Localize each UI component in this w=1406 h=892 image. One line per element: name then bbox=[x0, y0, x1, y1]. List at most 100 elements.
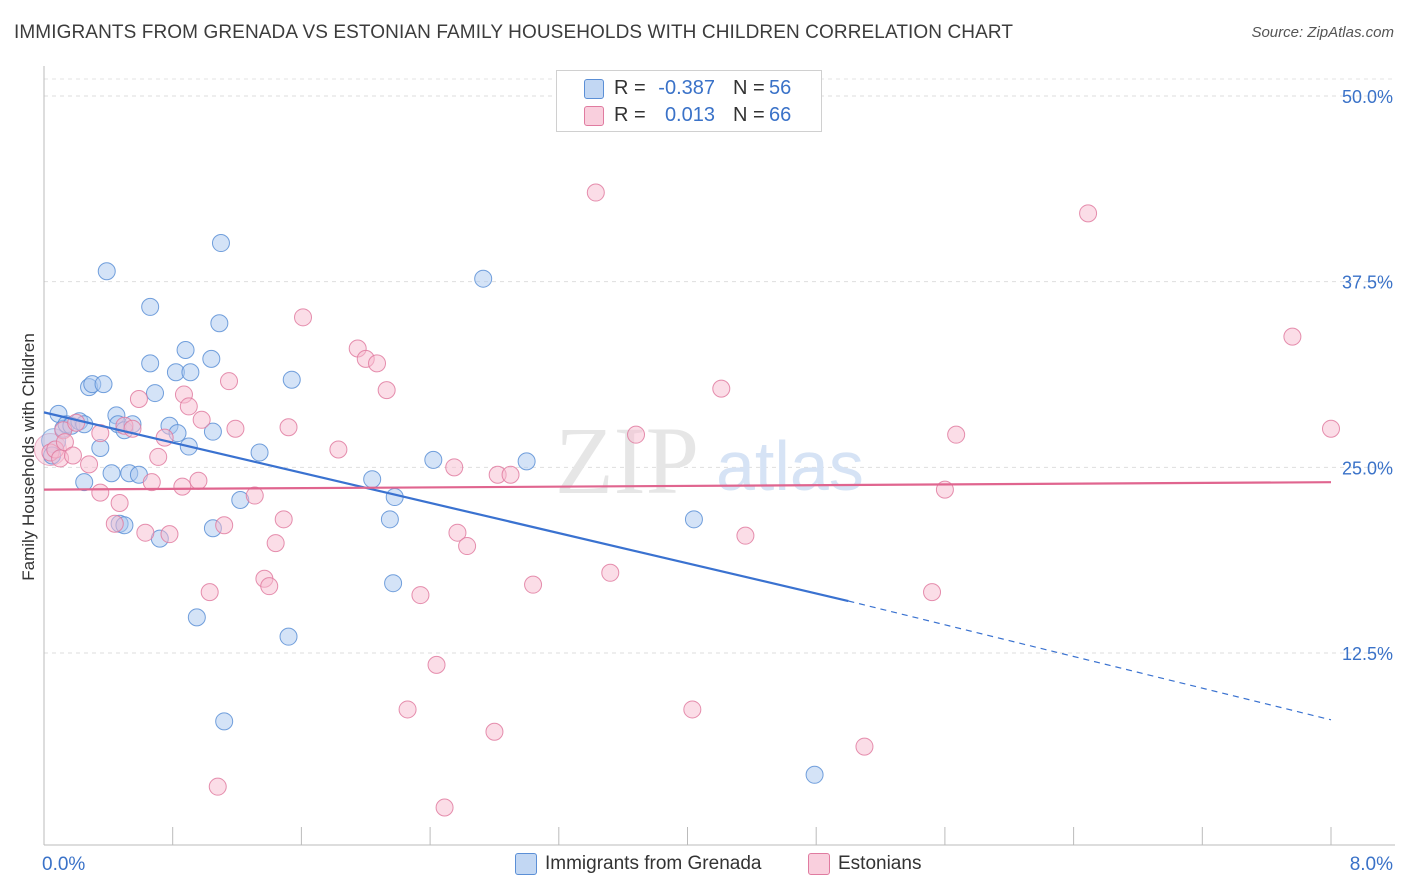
estonians-point bbox=[192, 410, 211, 429]
grenada-point bbox=[203, 422, 222, 441]
bottom-legend-label-estonians: Estonians bbox=[838, 853, 922, 874]
legend-n-value: 66 bbox=[769, 104, 792, 126]
source-label: Source: ZipAtlas.com bbox=[1251, 24, 1394, 41]
grenada-point bbox=[805, 765, 824, 784]
y-tick-label: 12.5% bbox=[1342, 644, 1393, 664]
trend-line bbox=[43, 411, 849, 603]
axes bbox=[43, 66, 1395, 846]
estonians-point bbox=[377, 381, 396, 400]
estonians-point bbox=[189, 471, 208, 490]
estonians-point bbox=[200, 583, 219, 602]
trend-line bbox=[43, 481, 1332, 491]
estonians-point bbox=[435, 798, 454, 817]
estonians-point bbox=[501, 465, 520, 484]
grid-lines bbox=[44, 78, 1395, 654]
grenada-point bbox=[363, 470, 382, 489]
bottom-legend-swatch-estonians bbox=[808, 853, 830, 875]
legend-r-label: R = bbox=[614, 77, 646, 99]
estonians-point bbox=[1322, 419, 1340, 438]
estonians-point bbox=[226, 419, 245, 438]
estonians-point bbox=[923, 583, 942, 602]
legend-r-value: 0.013 bbox=[664, 104, 715, 126]
estonians-point bbox=[80, 455, 99, 474]
estonians-point bbox=[294, 308, 313, 327]
watermark-atlas: atlas bbox=[716, 427, 864, 505]
estonians-point bbox=[627, 425, 646, 444]
legend-r-label: R = bbox=[614, 104, 646, 126]
trend-lines bbox=[43, 411, 1332, 721]
estonians-point bbox=[279, 418, 298, 437]
estonians-point bbox=[601, 563, 620, 582]
y-tick-label: 25.0% bbox=[1342, 458, 1393, 478]
legend-swatch-grenada bbox=[584, 79, 604, 99]
y-tick-label: 37.5% bbox=[1342, 273, 1393, 293]
estonians-point bbox=[129, 390, 148, 409]
data-points bbox=[33, 183, 1340, 817]
watermark: ZIP atlas bbox=[555, 407, 864, 514]
estonians-point bbox=[91, 483, 110, 502]
estonians-point bbox=[458, 537, 477, 556]
estonians-point bbox=[274, 510, 293, 529]
watermark-zip: ZIP bbox=[555, 407, 699, 514]
estonians-point bbox=[368, 354, 387, 373]
x-tick-label-right: 8.0% bbox=[1350, 854, 1393, 875]
y-axis-label: Family Households with Children bbox=[19, 333, 38, 581]
estonians-point bbox=[524, 575, 543, 594]
estonians-point bbox=[736, 526, 755, 545]
trend-line-extension bbox=[848, 600, 1332, 721]
grenada-point bbox=[380, 510, 399, 529]
estonians-point bbox=[208, 777, 227, 796]
estonians-point bbox=[149, 447, 168, 466]
grenada-point bbox=[146, 384, 165, 403]
x-tick-label-left: 0.0% bbox=[42, 854, 85, 875]
grenada-point bbox=[176, 340, 195, 359]
estonians-point bbox=[215, 516, 234, 535]
bottom-legend-label-grenada: Immigrants from Grenada bbox=[545, 853, 762, 874]
estonians-point bbox=[63, 446, 82, 465]
grenada-point bbox=[187, 608, 206, 627]
grenada-point bbox=[424, 450, 443, 469]
estonians-point bbox=[712, 379, 731, 398]
estonians-point bbox=[855, 737, 874, 756]
grenada-point bbox=[210, 314, 229, 333]
estonians-point bbox=[683, 700, 702, 719]
grenada-point bbox=[102, 464, 121, 483]
grenada-point bbox=[211, 234, 230, 253]
y-tick-labels: 12.5% 25.0% 37.5% 50.0% bbox=[1342, 87, 1393, 664]
estonians-point bbox=[445, 458, 464, 477]
correlation-legend: R = -0.387 N = 56 R = 0.013 N = 66 bbox=[556, 70, 822, 132]
grenada-point bbox=[517, 452, 536, 471]
estonians-point bbox=[160, 525, 179, 544]
estonians-point bbox=[1079, 204, 1098, 223]
grenada-point bbox=[141, 354, 160, 373]
grenada-point bbox=[279, 627, 298, 646]
estonians-point bbox=[427, 655, 446, 674]
estonians-point bbox=[411, 586, 430, 605]
grenada-point bbox=[282, 370, 301, 389]
estonians-point bbox=[329, 440, 348, 459]
estonians-point bbox=[266, 534, 285, 553]
estonians-point bbox=[55, 433, 74, 452]
estonians-point bbox=[398, 700, 417, 719]
grenada-point bbox=[384, 574, 403, 593]
estonians-point bbox=[136, 523, 155, 542]
grenada-point bbox=[94, 375, 113, 394]
chart-title: IMMIGRANTS FROM GRENADA VS ESTONIAN FAMI… bbox=[14, 22, 1014, 43]
grenada-point bbox=[141, 297, 160, 316]
estonians-point bbox=[448, 523, 467, 542]
estonians-point bbox=[485, 722, 504, 741]
bottom-legend-swatch-grenada bbox=[515, 853, 537, 875]
legend-n-value: 56 bbox=[769, 77, 792, 99]
y-tick-label: 50.0% bbox=[1342, 87, 1393, 107]
grenada-point bbox=[215, 712, 234, 731]
estonians-point bbox=[155, 428, 174, 447]
grenada-point bbox=[684, 510, 703, 529]
estonians-point bbox=[245, 486, 264, 505]
grenada-point bbox=[75, 473, 94, 492]
estonians-point bbox=[179, 397, 198, 416]
estonians-point bbox=[173, 477, 192, 496]
grenada-point bbox=[474, 269, 493, 288]
grenada-point bbox=[202, 349, 221, 368]
estonians-point bbox=[220, 372, 239, 391]
